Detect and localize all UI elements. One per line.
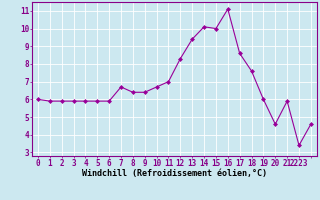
X-axis label: Windchill (Refroidissement éolien,°C): Windchill (Refroidissement éolien,°C) (82, 169, 267, 178)
